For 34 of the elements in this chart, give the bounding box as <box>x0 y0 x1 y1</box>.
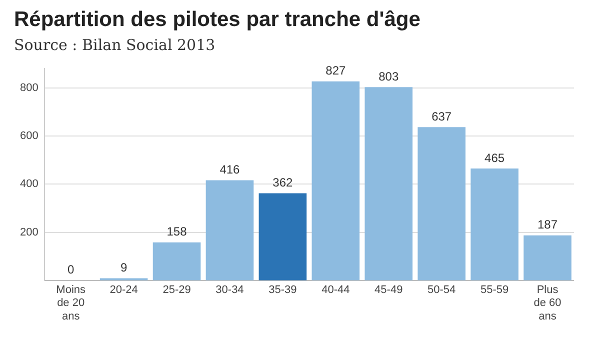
x-tick-label: 55-59 <box>480 284 509 296</box>
data-label: 362 <box>272 176 294 190</box>
y-tick-label: 600 <box>20 130 38 142</box>
x-tick-label: 35-39 <box>268 284 297 296</box>
data-label: 9 <box>120 260 128 275</box>
x-tick-label: 30-34 <box>216 284 244 296</box>
bar <box>312 81 360 280</box>
chart-subtitle: Source : Bilan Social 2013 <box>14 36 216 54</box>
bar <box>470 168 518 280</box>
x-tick-label: 20-24 <box>110 284 138 296</box>
x-tick-label: 50-54 <box>428 284 456 296</box>
data-label: 0 <box>67 262 74 277</box>
data-label: 187 <box>538 218 558 232</box>
y-tick-label: 800 <box>20 82 38 94</box>
y-tick-label: 200 <box>20 226 38 238</box>
data-label: 465 <box>484 150 505 165</box>
x-tick-label: 45-49 <box>374 284 403 296</box>
data-label: 803 <box>378 69 399 84</box>
bar <box>524 235 572 280</box>
x-tick-label: Plus de 60 ans <box>534 284 562 322</box>
y-tick-label: 400 <box>20 178 38 190</box>
data-label: 637 <box>432 109 452 124</box>
data-label: 416 <box>220 162 240 177</box>
x-tick-label: 25-29 <box>162 284 191 296</box>
bar <box>258 193 307 280</box>
bar <box>418 127 466 280</box>
bar <box>206 180 254 280</box>
bar <box>364 87 413 280</box>
data-label: 827 <box>326 64 346 78</box>
x-tick-label: Moins de 20 ans <box>56 284 86 322</box>
x-tick-label: 40-44 <box>322 284 350 296</box>
chart-title: Répartition des pilotes par tranche d'âge <box>14 8 422 32</box>
data-label: 158 <box>166 224 188 239</box>
bar <box>152 242 201 280</box>
